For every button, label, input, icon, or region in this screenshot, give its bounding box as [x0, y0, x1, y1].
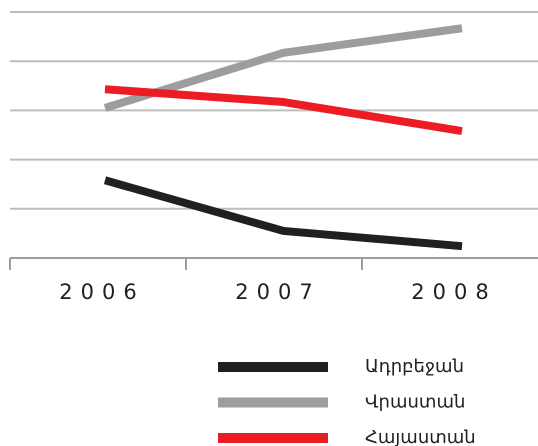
x-tick-label: 2006 — [59, 280, 144, 304]
legend-label: Վրաստան — [365, 392, 465, 413]
x-tick-label: 2007 — [235, 280, 320, 304]
legend-label: Ադրբեջան — [365, 356, 464, 377]
legend-label: Հայաստան — [365, 427, 476, 446]
series-line — [104, 85, 463, 136]
x-tick-label: 2008 — [411, 280, 496, 304]
series-line — [103, 176, 463, 251]
